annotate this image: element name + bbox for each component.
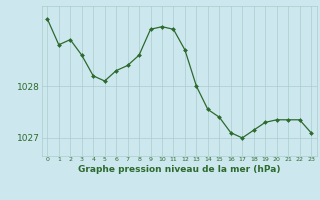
X-axis label: Graphe pression niveau de la mer (hPa): Graphe pression niveau de la mer (hPa) xyxy=(78,165,280,174)
